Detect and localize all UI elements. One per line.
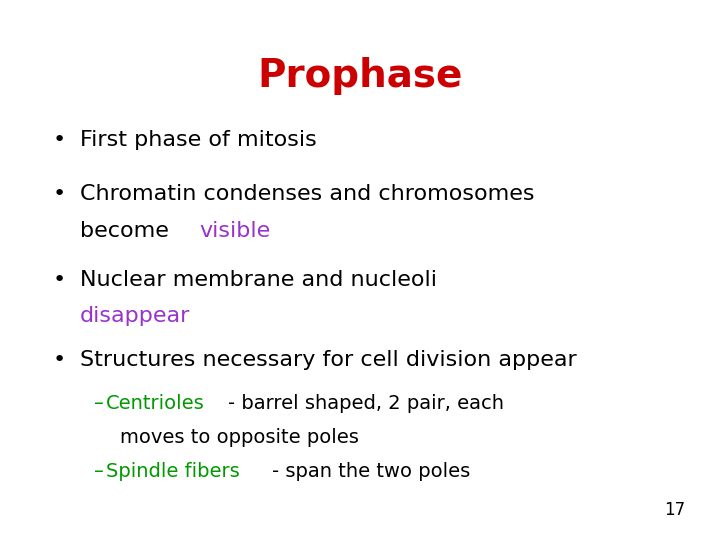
Text: Nuclear membrane and nucleoli: Nuclear membrane and nucleoli [80, 270, 437, 290]
Text: Structures necessary for cell division appear: Structures necessary for cell division a… [80, 350, 577, 370]
Text: - span the two poles: - span the two poles [271, 462, 470, 481]
Text: moves to opposite poles: moves to opposite poles [120, 428, 359, 447]
Text: •: • [53, 270, 66, 290]
Text: First phase of mitosis: First phase of mitosis [80, 130, 317, 150]
Text: Spindle fibers: Spindle fibers [106, 462, 240, 481]
Text: Chromatin condenses and chromosomes: Chromatin condenses and chromosomes [80, 185, 534, 205]
Text: Prophase: Prophase [257, 57, 463, 96]
Text: - barrel shaped, 2 pair, each: - barrel shaped, 2 pair, each [228, 394, 505, 414]
Text: Centrioles: Centrioles [106, 394, 205, 414]
Text: –: – [94, 394, 104, 414]
Text: visible: visible [199, 221, 270, 241]
Text: 17: 17 [664, 501, 685, 519]
Text: •: • [53, 185, 66, 205]
Text: become: become [80, 221, 176, 241]
Text: •: • [53, 350, 66, 370]
Text: disappear: disappear [80, 306, 190, 326]
Text: –: – [94, 462, 104, 481]
Text: •: • [53, 130, 66, 150]
